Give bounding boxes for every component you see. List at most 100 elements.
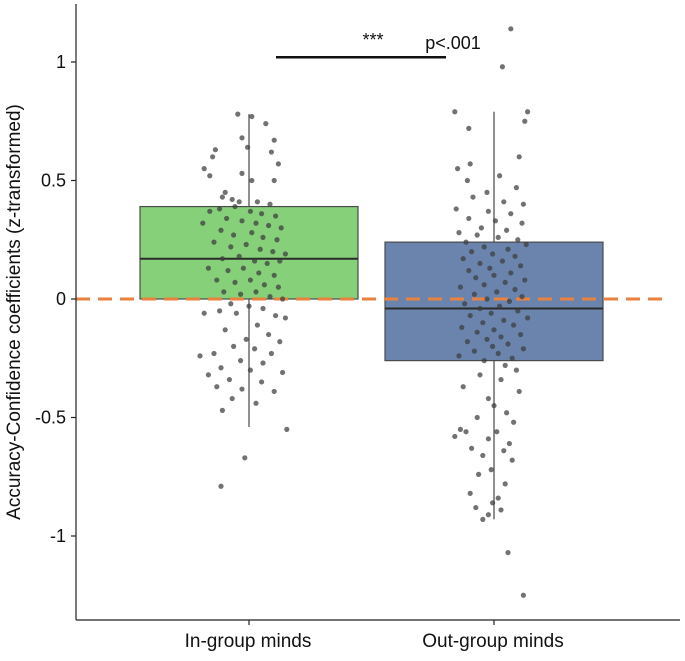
data-point [505, 246, 511, 252]
y-tick-label: 0 [56, 289, 66, 309]
data-point [519, 220, 525, 226]
data-point [263, 121, 269, 127]
data-point [484, 296, 490, 302]
data-point [520, 201, 527, 207]
data-point [505, 341, 511, 347]
data-point [488, 467, 494, 473]
data-point [254, 322, 260, 328]
data-point [282, 315, 288, 321]
data-point [229, 395, 235, 402]
data-point [469, 445, 475, 451]
data-point [247, 277, 253, 283]
data-point [495, 495, 501, 501]
data-point [499, 258, 505, 264]
data-point [275, 284, 281, 290]
data-point [236, 199, 242, 205]
data-point [512, 286, 518, 293]
data-point [210, 154, 216, 160]
data-point [236, 253, 242, 259]
data-point [457, 426, 463, 432]
box-in-group [139, 114, 359, 427]
data-point [502, 362, 508, 368]
data-point [525, 109, 531, 115]
data-point [261, 282, 267, 288]
data-point [211, 350, 217, 357]
data-point [246, 303, 252, 309]
data-point [467, 161, 473, 167]
data-point [515, 237, 521, 243]
data-point [487, 265, 493, 271]
data-point [481, 358, 487, 364]
data-point [252, 346, 258, 352]
data-point [253, 220, 259, 226]
data-point [277, 258, 283, 264]
data-point [466, 267, 472, 274]
data-point [456, 230, 462, 236]
data-point [229, 196, 235, 203]
data-point [219, 256, 225, 262]
points-layer [197, 26, 531, 598]
data-point [495, 234, 501, 240]
data-point [505, 549, 511, 556]
data-point [278, 225, 284, 231]
data-point [473, 504, 479, 511]
data-point [459, 324, 465, 331]
data-point [239, 170, 245, 176]
data-point [474, 232, 480, 238]
data-point [260, 360, 266, 366]
data-point [228, 301, 234, 307]
box-body [139, 205, 359, 300]
data-point [274, 237, 280, 243]
data-point [476, 471, 482, 477]
data-point [205, 372, 211, 378]
data-point [523, 241, 529, 248]
data-point [271, 272, 277, 278]
data-point [205, 265, 211, 271]
data-point [243, 336, 249, 342]
data-point [214, 277, 220, 283]
p-value-label: p<.001 [425, 33, 481, 53]
data-point [266, 331, 272, 338]
data-point [462, 301, 468, 307]
data-point [284, 426, 290, 432]
data-point [452, 109, 458, 115]
data-point [522, 118, 528, 124]
data-point [271, 137, 277, 143]
data-point [469, 249, 475, 255]
data-point [260, 305, 266, 312]
data-point [477, 372, 483, 378]
data-point [508, 211, 514, 217]
data-point [463, 239, 469, 245]
data-point [280, 369, 286, 376]
data-point [513, 185, 520, 191]
data-point [498, 334, 504, 340]
data-point [485, 512, 491, 518]
data-point [470, 194, 476, 200]
y-tick-label: 0.5 [41, 171, 66, 191]
data-point [239, 386, 245, 392]
data-point [508, 270, 514, 276]
data-point [498, 507, 504, 513]
data-point [259, 211, 265, 217]
data-point [463, 429, 469, 435]
data-point [219, 407, 225, 413]
data-point [488, 310, 494, 316]
data-point [501, 448, 507, 454]
data-point [504, 410, 510, 416]
data-point [474, 329, 480, 335]
y-tick-label: -0.5 [35, 408, 66, 428]
data-point [273, 312, 279, 319]
data-point [259, 379, 265, 385]
significance-annotation: *** p<.001 [276, 30, 481, 59]
data-point [522, 277, 528, 283]
data-point [471, 291, 477, 297]
data-point [247, 208, 253, 214]
data-point [201, 310, 207, 316]
data-point [212, 147, 218, 153]
data-point [249, 113, 255, 120]
data-point [222, 189, 228, 195]
data-point [478, 225, 484, 231]
data-point [518, 331, 524, 338]
data-point [232, 203, 238, 210]
data-point [282, 251, 288, 257]
